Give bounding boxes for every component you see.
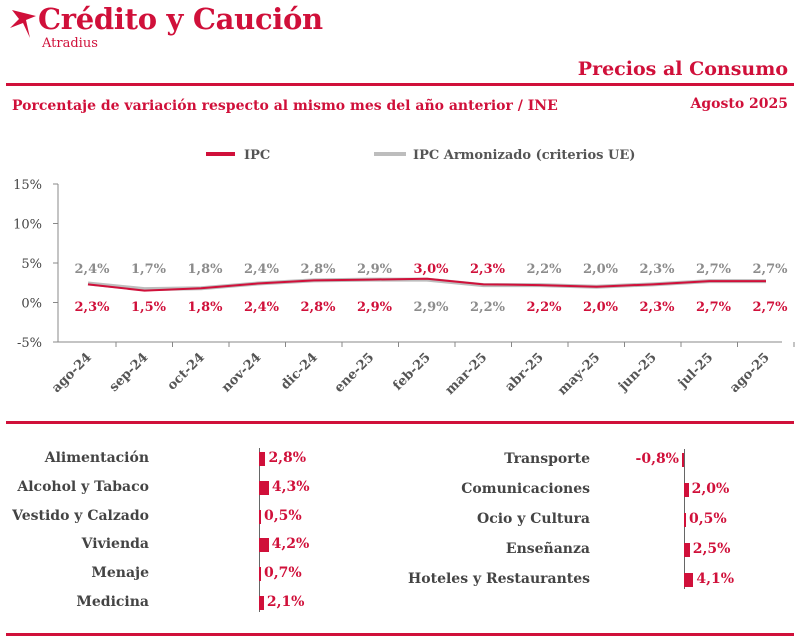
category-label: Enseñanza bbox=[505, 541, 590, 557]
category-bar bbox=[684, 543, 690, 557]
category-value: -0,8% bbox=[635, 451, 679, 467]
y-tick-label: 10% bbox=[13, 218, 42, 233]
category-label: Alimentación bbox=[44, 450, 149, 466]
category-value: 4,3% bbox=[271, 478, 310, 495]
category-label: Hoteles y Restaurantes bbox=[408, 571, 590, 587]
hicp-data-label: 2,7% bbox=[696, 262, 732, 277]
x-tick-label: ene-25 bbox=[332, 350, 378, 396]
hicp-data-label: 2,2% bbox=[527, 262, 563, 277]
hicp-data-label: 2,8% bbox=[301, 262, 337, 277]
footer-divider bbox=[6, 633, 794, 636]
hicp-data-label: 2,3% bbox=[640, 262, 676, 277]
category-label: Comunicaciones bbox=[461, 481, 590, 497]
category-bar bbox=[684, 513, 686, 527]
ipc-data-label: 1,5% bbox=[131, 300, 167, 315]
brand-subtitle: Atradius bbox=[42, 36, 98, 51]
ipc-data-label: 2,3% bbox=[640, 300, 676, 315]
category-label: Vestido y Calzado bbox=[12, 507, 149, 524]
line-chart: IPC IPC Armonizado (criterios UE) 15% 10% 5%… bbox=[13, 148, 795, 398]
brand-logo-icon bbox=[10, 10, 36, 38]
ipc-data-label: 2,8% bbox=[301, 300, 337, 315]
category-bar bbox=[682, 453, 684, 467]
x-tick-label: sep-24 bbox=[107, 350, 152, 395]
x-tick-label: abr-25 bbox=[502, 350, 546, 394]
ipc-data-label: 2,0% bbox=[583, 300, 619, 315]
hicp-data-label: 2,9% bbox=[357, 262, 393, 277]
y-tick-label: -5% bbox=[17, 336, 42, 351]
x-tick-label: mar-25 bbox=[443, 350, 491, 398]
y-tick-label: 15% bbox=[13, 178, 42, 193]
category-value: 2,5% bbox=[692, 541, 731, 557]
category-bar bbox=[259, 538, 269, 553]
ipc-data-label: 2,7% bbox=[753, 300, 789, 315]
category-label: Transporte bbox=[504, 451, 590, 467]
ipc-data-label: 2,2% bbox=[527, 300, 563, 315]
ipc-data-label: 2,4% bbox=[244, 300, 280, 315]
category-value: 2,0% bbox=[691, 481, 730, 497]
header-divider bbox=[6, 83, 794, 86]
category-bar bbox=[259, 596, 264, 610]
category-bar bbox=[259, 509, 261, 524]
ipc-data-label: 2,3% bbox=[470, 262, 506, 277]
x-tick-label: may-25 bbox=[555, 350, 603, 398]
hicp-data-label: 1,7% bbox=[131, 262, 167, 277]
hicp-data-label: 2,9% bbox=[414, 300, 450, 315]
legend-label-1: IPC Armonizado (criterios UE) bbox=[413, 148, 635, 163]
ipc-data-label: 2,7% bbox=[696, 300, 732, 315]
category-bar bbox=[259, 452, 266, 466]
category-bar bbox=[259, 480, 269, 495]
section-divider bbox=[6, 421, 794, 424]
legend-label-0: IPC bbox=[244, 148, 270, 163]
category-label: Ocio y Cultura bbox=[477, 511, 590, 527]
hicp-data-label: 2,7% bbox=[753, 262, 789, 277]
brand-name: Crédito y Caución bbox=[38, 2, 323, 36]
x-tick-label: ago-25 bbox=[727, 350, 773, 396]
category-value: 0,7% bbox=[264, 565, 302, 582]
x-tick-label: jun-25 bbox=[615, 350, 660, 395]
x-tick-label: feb-25 bbox=[390, 350, 433, 393]
category-value: 4,1% bbox=[696, 571, 735, 587]
category-label: Vivienda bbox=[81, 536, 149, 553]
category-value: 4,2% bbox=[271, 536, 310, 553]
x-tick-label: dic-24 bbox=[278, 350, 321, 393]
x-tick-label: nov-24 bbox=[219, 350, 264, 395]
report-date: Agosto 2025 bbox=[690, 96, 788, 112]
chart-subtitle: Porcentaje de variación respecto al mism… bbox=[12, 98, 558, 114]
ipc-data-label: 1,8% bbox=[188, 300, 224, 315]
category-axis-line bbox=[259, 448, 260, 612]
category-value: 2,8% bbox=[268, 450, 307, 466]
hicp-data-label: 2,2% bbox=[470, 300, 506, 315]
category-bar bbox=[259, 567, 261, 582]
x-tick-label: ago-24 bbox=[49, 350, 95, 396]
x-tick-label: oct-24 bbox=[165, 350, 208, 393]
category-value: 0,5% bbox=[689, 511, 727, 527]
y-tick-label: 0% bbox=[21, 297, 42, 312]
category-label: Alcohol y Tabaco bbox=[17, 478, 149, 495]
category-value: 0,5% bbox=[264, 507, 302, 524]
ipc-data-label: 2,3% bbox=[75, 300, 111, 315]
ipc-data-label: 3,0% bbox=[414, 262, 450, 277]
hicp-data-label: 2,4% bbox=[244, 262, 280, 277]
category-value: 2,1% bbox=[266, 594, 305, 610]
category-label: Menaje bbox=[91, 565, 149, 582]
hicp-data-label: 2,4% bbox=[75, 262, 111, 277]
category-bar bbox=[684, 483, 689, 497]
series-line-0 bbox=[87, 277, 766, 292]
y-tick-label: 5% bbox=[21, 257, 42, 272]
category-bar bbox=[684, 573, 694, 587]
ipc-data-label: 2,9% bbox=[357, 300, 393, 315]
x-tick-label: jul-25 bbox=[675, 350, 716, 391]
hicp-data-label: 2,0% bbox=[583, 262, 619, 277]
report-title: Precios al Consumo bbox=[577, 58, 788, 80]
category-label: Medicina bbox=[76, 594, 149, 610]
hicp-data-label: 1,8% bbox=[188, 262, 224, 277]
